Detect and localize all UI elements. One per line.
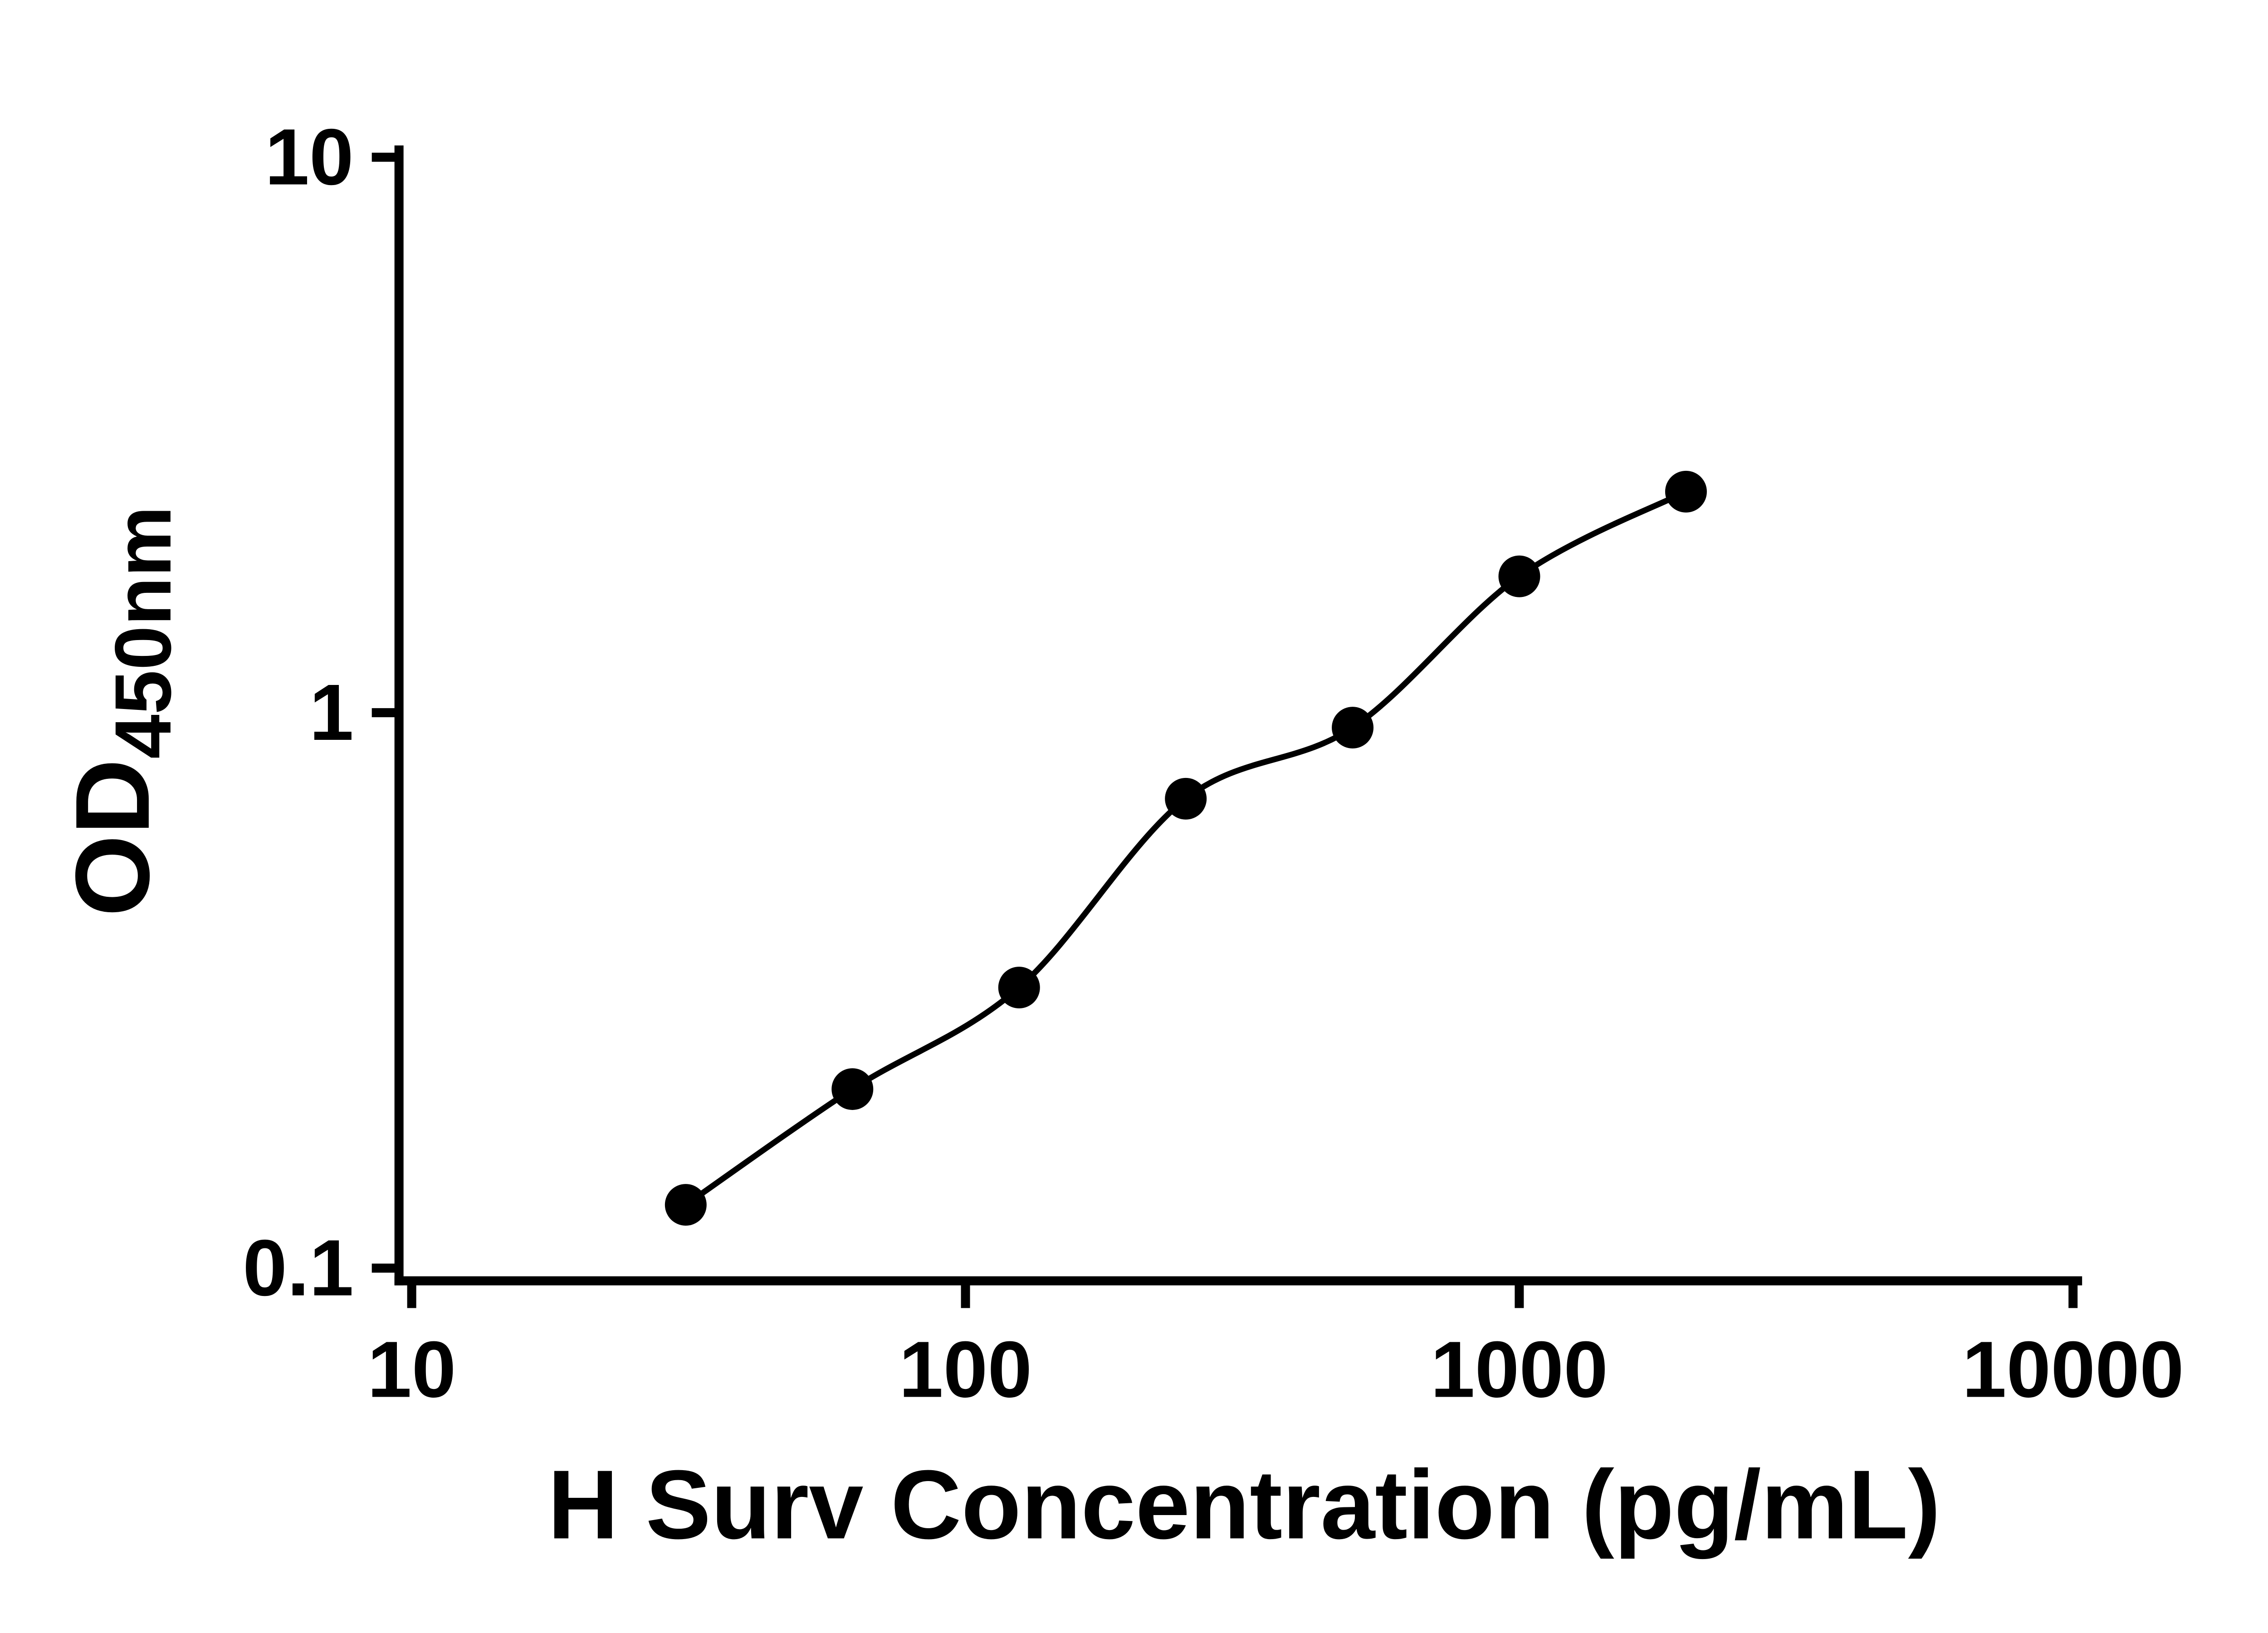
y-axis-title: OD450nm [54,506,188,916]
data-point [665,1184,707,1226]
data-point [1665,470,1707,513]
y-tick-label: 1 [309,668,354,757]
x-tick-label: 1000 [1431,1325,1608,1414]
x-tick-label: 10 [367,1325,456,1414]
x-axis-title: H Surv Concentration (pg/mL) [548,1450,1941,1559]
y-axis: 10 1 0.1 OD450nm [54,113,404,1313]
y-ticks: 10 1 0.1 [243,113,399,1313]
x-tick-label: 100 [899,1325,1032,1414]
y-axis-title-sub: 450nm [99,506,188,758]
data-points [665,470,1707,1226]
y-axis-title-main: OD [54,759,171,917]
y-tick-label: 0.1 [243,1224,354,1313]
data-point [1498,555,1540,597]
y-tick-label: 10 [265,113,354,202]
data-point [998,967,1040,1009]
data-point [831,1068,874,1110]
plot-area [665,470,1707,1226]
x-tick-label: 10000 [1962,1325,2184,1414]
x-axis: 10 100 1000 10000 H Surv Concentration (pg/… [367,1276,2184,1559]
data-point [1332,707,1374,749]
data-point [1165,777,1207,820]
x-ticks: 10 100 1000 10000 [367,1281,2184,1414]
